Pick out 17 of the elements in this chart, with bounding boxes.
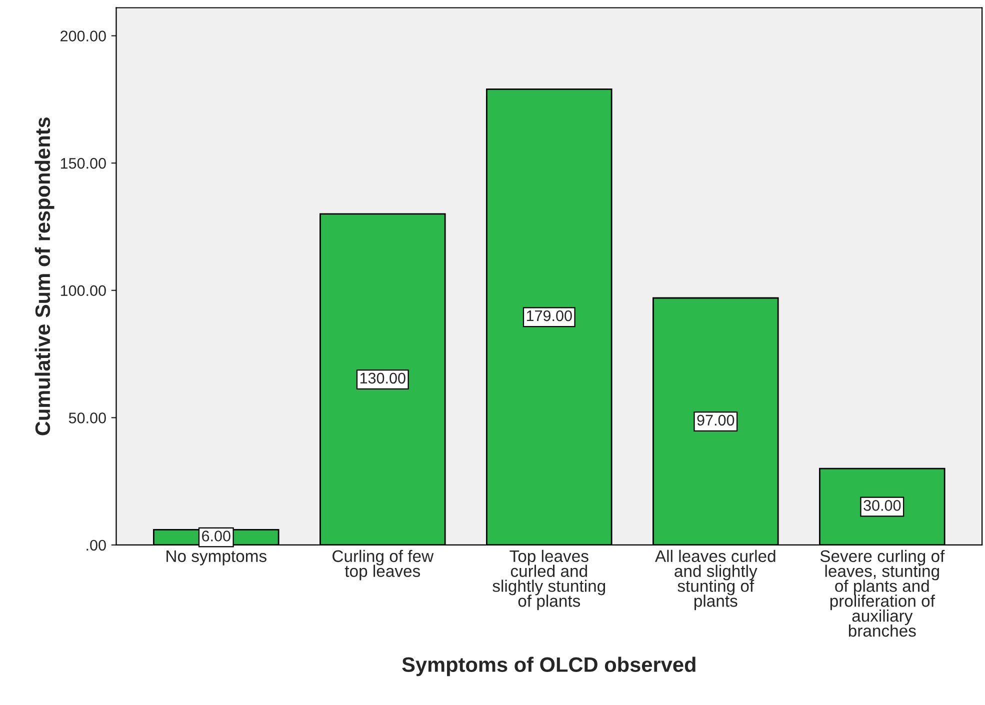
y-tick-label: 150.00 xyxy=(60,158,106,169)
x-tick-label: No symptoms xyxy=(166,550,266,566)
x-axis-title: Symptoms of OLCD observed xyxy=(402,656,696,676)
data-label: 179.00 xyxy=(526,310,572,322)
x-tick-label: Curling of few top leaves xyxy=(332,550,434,580)
x-tick-label: All leaves curled and slightly stunting of plants xyxy=(655,550,776,610)
data-label: 130.00 xyxy=(360,372,406,384)
x-tick-label: Top leaves curled and slightly stunting of plants xyxy=(492,550,606,610)
x-tick-label: Severe curling of leaves, stunting of plants and proliferation of auxiliary branches xyxy=(820,550,945,637)
data-label: 6.00 xyxy=(202,530,230,542)
y-axis-title: Cumulative Sum of respondents xyxy=(34,117,54,436)
y-tick-label: .00 xyxy=(86,540,106,551)
y-tick-label: 200.00 xyxy=(60,30,106,42)
y-tick-label: 50.00 xyxy=(68,412,106,424)
y-tick-label: 100.00 xyxy=(60,285,106,296)
data-label: 30.00 xyxy=(864,500,901,511)
data-label: 97.00 xyxy=(697,414,734,426)
